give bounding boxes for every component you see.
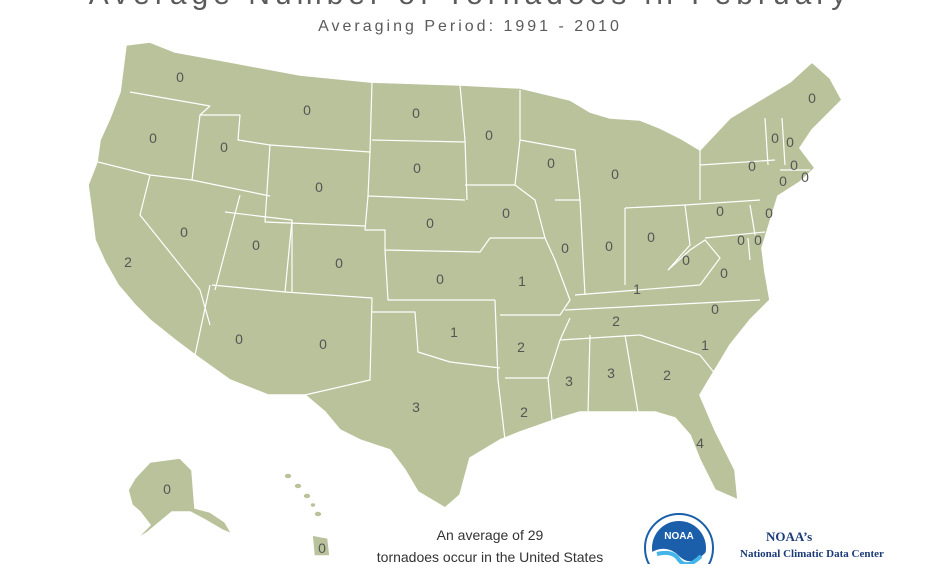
value-MD: 0	[737, 232, 745, 248]
value-KY: 1	[633, 281, 641, 297]
value-FL: 4	[696, 435, 704, 451]
value-HI: 0	[318, 540, 326, 556]
state-value-labels: 0 0 2 0 0 0 0 0 0 0 0 0 0 0 0 1 3 0 0 1 …	[124, 69, 816, 556]
value-SC: 1	[701, 337, 709, 353]
value-KS: 0	[436, 271, 444, 287]
value-NJ: 0	[765, 205, 773, 221]
value-NE: 0	[426, 215, 434, 231]
value-WA: 0	[176, 69, 184, 85]
value-LA: 2	[520, 404, 528, 420]
value-ME: 0	[808, 90, 816, 106]
summary-text: An average of 29 tornadoes occur in the …	[340, 524, 640, 568]
value-OH: 0	[647, 229, 655, 245]
value-MT: 0	[303, 102, 311, 118]
value-AK: 0	[163, 481, 171, 497]
organization-label: NOAA’s National Climatic Data Center	[740, 529, 920, 560]
value-MI: 0	[611, 166, 619, 182]
value-NV: 0	[180, 224, 188, 240]
value-WI: 0	[547, 155, 555, 171]
value-MN: 0	[485, 127, 493, 143]
value-VT: 0	[771, 130, 779, 146]
value-UT: 0	[252, 237, 260, 253]
value-GA: 2	[663, 367, 671, 383]
value-CT: 0	[779, 173, 787, 189]
organization-subname: National Climatic Data Center	[740, 548, 884, 560]
noaa-logo: NOAA	[644, 513, 714, 564]
value-ID: 0	[220, 139, 228, 155]
value-MA: 0	[790, 157, 798, 173]
value-AR: 2	[517, 339, 525, 355]
value-IA: 0	[502, 205, 510, 221]
value-CO: 0	[335, 255, 343, 271]
value-DE: 0	[754, 232, 762, 248]
value-AZ: 0	[235, 331, 243, 347]
value-WY: 0	[315, 179, 323, 195]
value-ND: 0	[412, 105, 420, 121]
state-borders	[97, 81, 810, 441]
value-OK: 1	[450, 324, 458, 340]
value-NY: 0	[748, 158, 756, 174]
map-title: Average Number of Tornadoes in February	[0, 0, 940, 12]
value-NH: 0	[786, 134, 794, 150]
summary-line-2: tornadoes occur in the United States	[376, 549, 604, 565]
value-SD: 0	[413, 160, 421, 176]
contiguous-us-landmass	[87, 41, 843, 509]
value-MO: 1	[518, 273, 526, 289]
value-OR: 0	[149, 130, 157, 146]
summary-line-1: An average of 29	[436, 527, 544, 543]
value-TN: 2	[612, 313, 620, 329]
value-PA: 0	[716, 203, 724, 219]
value-IL: 0	[561, 240, 569, 256]
value-AL: 3	[607, 365, 615, 381]
alaska-landmass	[127, 457, 233, 541]
value-MS: 3	[565, 373, 573, 389]
value-NM: 0	[319, 336, 327, 352]
noaa-logo-text: NOAA	[664, 531, 693, 542]
organization-name: NOAA’s	[766, 529, 813, 544]
value-TX: 3	[412, 399, 420, 415]
value-CA: 2	[124, 254, 132, 270]
hawaii-islands	[283, 472, 331, 557]
value-NC: 0	[711, 301, 719, 317]
map-subtitle: Averaging Period: 1991 - 2010	[318, 18, 622, 35]
value-WV: 0	[682, 252, 690, 268]
value-IN: 0	[605, 238, 613, 254]
value-VA: 0	[720, 265, 728, 281]
value-RI: 0	[801, 169, 809, 185]
